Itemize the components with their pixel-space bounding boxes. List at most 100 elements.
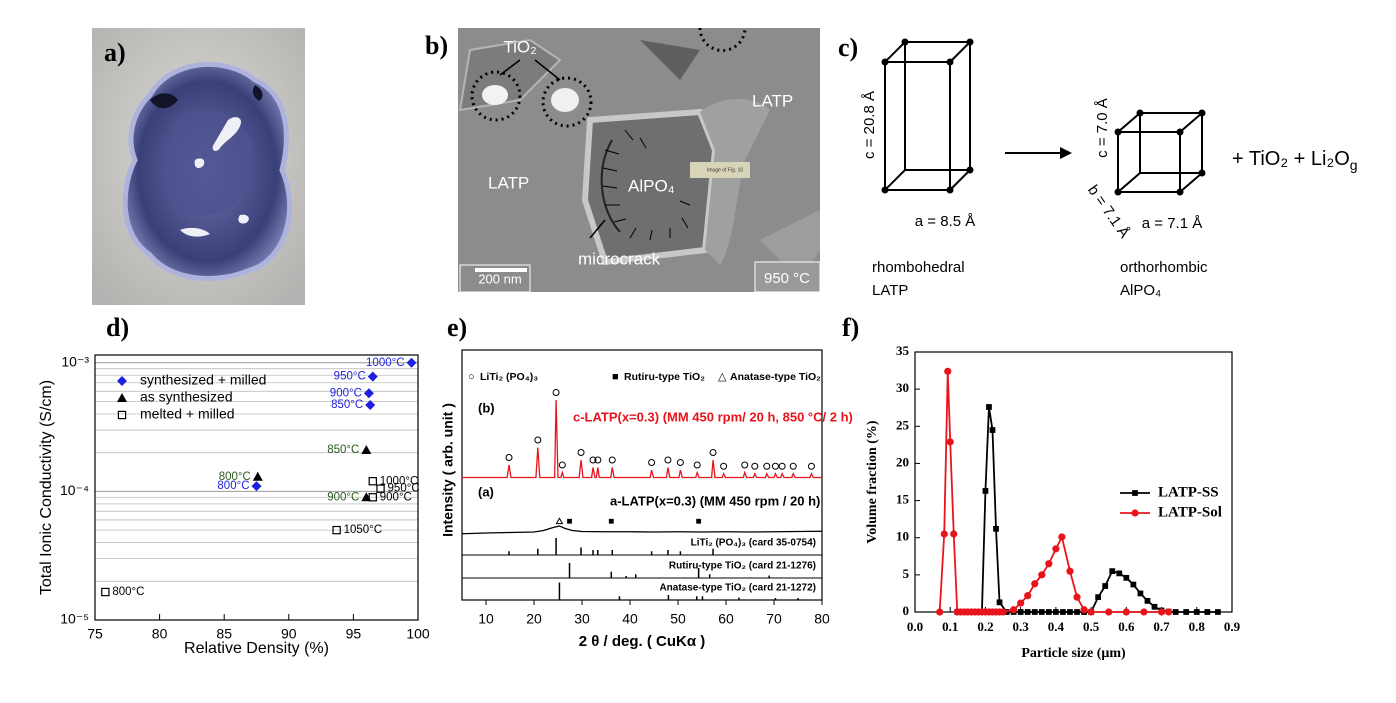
data-point <box>1066 567 1074 575</box>
arrow <box>499 59 606 239</box>
data-point <box>1140 608 1148 616</box>
data-point <box>361 444 372 454</box>
point-label: 1000°C <box>380 475 419 487</box>
crystal-phase: LATP <box>872 282 908 299</box>
reaction-products: + TiO₂ + Li₂Og <box>1232 148 1358 172</box>
micrograph-label: TiO₂ <box>503 37 536 56</box>
highlight-circle <box>698 27 747 52</box>
data-point <box>950 530 958 538</box>
legend-label: LiTi₂ (PO₄)₃ <box>480 371 538 383</box>
data-point <box>986 404 992 410</box>
series-tag: (a) <box>478 484 494 499</box>
series-label: a-LATP(x=0.3) (MM 450 rpm / 20 h) <box>610 493 820 508</box>
products-subscript: g <box>1350 157 1358 173</box>
data-point <box>1017 609 1024 615</box>
point-label: 950°C <box>334 371 366 383</box>
peak-marker <box>763 462 771 470</box>
point-label: 900°C <box>380 491 412 503</box>
tio2-particle <box>551 88 579 112</box>
data-point <box>944 367 952 375</box>
y-tick-label: 10⁻³ <box>61 354 89 370</box>
peak-marker <box>720 462 728 470</box>
peak-marker <box>778 462 786 470</box>
data-point <box>1204 609 1211 615</box>
x-tick-label: 0.6 <box>1118 619 1135 634</box>
panel-label: c) <box>838 33 858 62</box>
plot-frame <box>914 351 1233 613</box>
caption-box <box>690 162 750 178</box>
reference-label: LiTi₂ (PO₄)₃ (card 35-0754) <box>691 538 816 549</box>
point-label: 1050°C <box>344 524 383 536</box>
pattern-line <box>461 525 823 535</box>
products-text: + TiO₂ + Li₂O <box>1232 148 1350 170</box>
y-axis-title: Intensity ( arb. unit ) <box>440 403 456 537</box>
unit-cell-atoms <box>1114 109 1206 196</box>
point-label: 850°C <box>327 444 359 456</box>
x-tick-label: 80 <box>814 611 830 627</box>
peak-marker <box>552 389 560 396</box>
x-tick-label: 80 <box>152 626 168 642</box>
panel-label: a) <box>104 38 126 67</box>
reaction-arrow-head <box>1060 147 1072 159</box>
data-point <box>363 388 374 399</box>
micrograph-label: LATP <box>752 91 793 110</box>
panel-label: d) <box>106 313 129 342</box>
peak-marker <box>751 462 759 470</box>
point-label: 950°C <box>388 483 420 495</box>
data-point <box>1024 609 1031 615</box>
legend-label: LATP-SS <box>1158 484 1219 500</box>
arrow-field <box>602 129 691 241</box>
unit-cell <box>884 41 971 191</box>
data-point <box>1074 609 1080 615</box>
data-point <box>1045 609 1052 615</box>
panel-label: f) <box>842 313 859 342</box>
grain-boundary <box>700 98 770 265</box>
peak-marker <box>608 456 616 464</box>
data-point <box>376 484 385 493</box>
x-tick-label: 0.2 <box>977 619 993 634</box>
legend-symbol: △ <box>718 371 727 383</box>
x-tick-label: 0.8 <box>1189 619 1206 634</box>
peak-marker <box>594 456 602 464</box>
data-point <box>1215 609 1221 615</box>
x-tick-label: 40 <box>622 611 638 627</box>
data-point <box>1123 574 1130 581</box>
legend-marker <box>117 410 127 420</box>
peak-marker <box>771 462 779 470</box>
micrograph-label: AlPO₄ <box>628 176 675 195</box>
crystal-system: orthorhombic <box>1120 259 1208 276</box>
temperature-label: 950 °C <box>764 270 810 287</box>
legend-marker <box>1131 509 1139 517</box>
unit-cell <box>1117 112 1203 193</box>
x-axis-title: Relative Density (%) <box>184 640 329 657</box>
caption-text: Image of Fig. 10 <box>707 167 743 173</box>
crystal-system: rhombohedral <box>872 259 965 276</box>
legend-label: as synthesized <box>140 389 233 405</box>
highlight-circle <box>470 70 522 122</box>
x-tick-label: 0.7 <box>1153 619 1170 634</box>
microcrack-line <box>600 139 621 233</box>
peak-marker <box>741 461 749 469</box>
peak-marker <box>807 462 815 470</box>
y-tick-label: 25 <box>896 417 910 432</box>
data-point <box>1087 608 1095 616</box>
data-point <box>368 493 377 502</box>
scale-box <box>459 264 531 293</box>
series-label: c-LATP(x=0.3) (MM 450 rpm/ 20 h, 850 °C/… <box>573 409 853 424</box>
peak-marker <box>555 517 564 525</box>
legend-label: synthesized + milled <box>140 372 266 388</box>
peak-marker <box>558 461 566 469</box>
peak-marker <box>577 449 585 456</box>
peak-marker <box>567 518 572 524</box>
y-tick-label: 15 <box>896 492 910 507</box>
data-point <box>1038 571 1046 579</box>
data-point <box>101 587 110 597</box>
crystal-phase: AlPO₄ <box>1120 282 1161 299</box>
legend-marker <box>117 376 127 386</box>
legend-label: Rutiru-type TiO₂ <box>624 371 705 383</box>
y-tick-label: 10⁻⁴ <box>60 482 89 498</box>
data-point <box>1116 570 1123 577</box>
lattice-parameter: c = 20.8 Å <box>861 91 878 159</box>
point-label: 800°C <box>112 586 144 598</box>
